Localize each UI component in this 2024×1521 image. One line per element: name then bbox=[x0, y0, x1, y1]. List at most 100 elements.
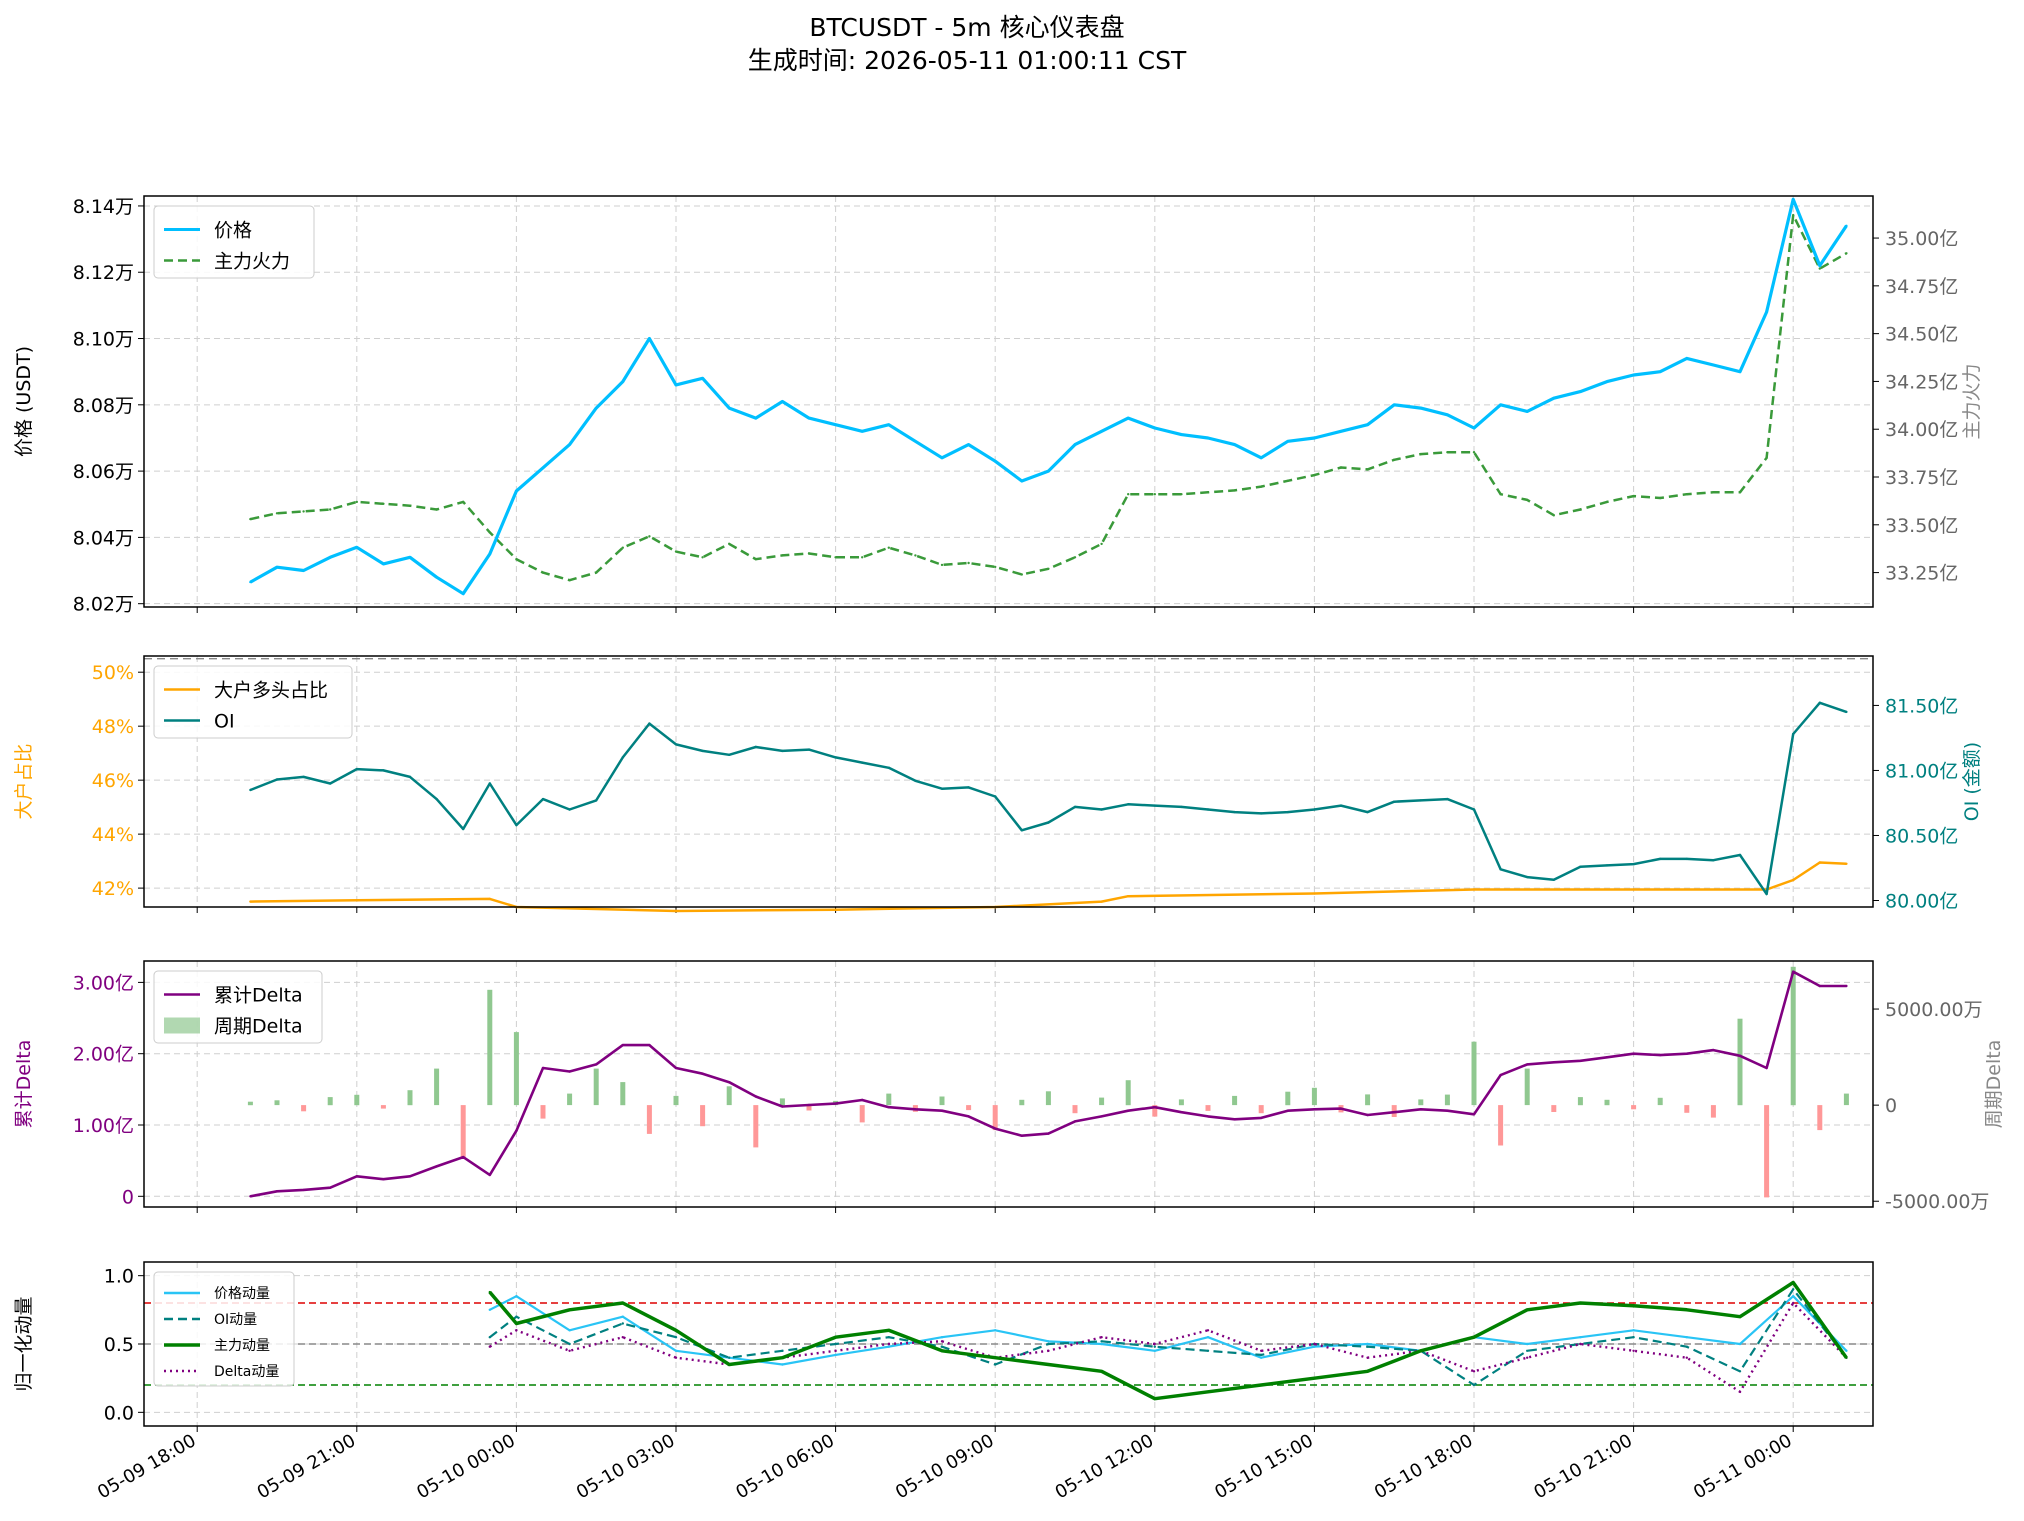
cumulative-delta-line-point bbox=[1020, 1134, 1023, 1137]
price-momentum-line-point bbox=[1632, 1329, 1635, 1332]
price-line-point bbox=[834, 423, 837, 426]
delta-momentum-line-point bbox=[940, 1340, 944, 1343]
cumulative-delta-line-point bbox=[1393, 1111, 1396, 1114]
price-line-point bbox=[1605, 380, 1609, 383]
left-tick-label: 8.04万 bbox=[73, 527, 134, 549]
main-force-line-point bbox=[1526, 498, 1529, 502]
oi-line-point bbox=[1339, 804, 1343, 807]
oi-line-point bbox=[648, 722, 651, 725]
price-line-point bbox=[408, 556, 412, 559]
cumulative-delta-line-point bbox=[488, 1173, 491, 1177]
period-delta-bar bbox=[274, 1100, 280, 1106]
period-delta-bar bbox=[407, 1090, 413, 1106]
right-tick-label: 34.50亿 bbox=[1885, 324, 1958, 346]
oi-line-point bbox=[861, 761, 864, 764]
main-force-momentum-line-point bbox=[1845, 1356, 1848, 1359]
period-delta-bar bbox=[886, 1093, 892, 1106]
oi-line-point bbox=[1153, 804, 1157, 807]
price-momentum-line-point bbox=[1738, 1342, 1742, 1346]
oi-line-point bbox=[754, 745, 757, 749]
delta-momentum-line-point bbox=[1472, 1370, 1476, 1373]
oi-line-point bbox=[249, 788, 252, 792]
left-tick-label: 44% bbox=[92, 824, 134, 846]
main-force-line-point bbox=[249, 517, 252, 521]
main-force-momentum-line-point bbox=[1260, 1383, 1263, 1387]
plot-frame bbox=[143, 960, 1874, 1208]
left-tick-label: 42% bbox=[92, 878, 134, 900]
price-momentum-line-point bbox=[940, 1336, 944, 1339]
oi-line-point bbox=[382, 769, 385, 772]
main-force-line-point bbox=[781, 554, 784, 557]
oi-line-point bbox=[1419, 799, 1423, 802]
right-tick-label: 33.25亿 bbox=[1885, 563, 1958, 585]
right-axis-label: 主力火力 bbox=[1961, 363, 1983, 439]
main-force-line-point bbox=[382, 502, 385, 505]
oi-line-point bbox=[807, 748, 811, 751]
main-force-line-point bbox=[834, 556, 837, 559]
price-line-point bbox=[1685, 357, 1689, 360]
main-force-momentum-line-point bbox=[1792, 1281, 1795, 1284]
period-delta-bar bbox=[1524, 1068, 1530, 1106]
oi-line-point bbox=[1366, 810, 1369, 814]
big-account-ratio-line-point bbox=[1632, 888, 1635, 891]
left-tick-label: 8.06万 bbox=[73, 461, 134, 483]
main-force-line-point bbox=[940, 563, 944, 567]
cumulative-delta-line-point bbox=[541, 1066, 545, 1070]
cumulative-delta-line-point bbox=[1047, 1132, 1050, 1135]
period-delta-bar bbox=[1498, 1105, 1504, 1146]
left-tick-label: 2.00亿 bbox=[73, 1044, 134, 1066]
oi-momentum-line-point bbox=[568, 1342, 571, 1346]
left-tick-label: 1.00亿 bbox=[73, 1115, 134, 1137]
main-force-line-point bbox=[435, 508, 438, 511]
price-momentum-line-point bbox=[515, 1295, 518, 1298]
oi-line-point bbox=[834, 756, 837, 759]
main-force-line-point bbox=[967, 561, 970, 565]
big-account-ratio-line-point bbox=[249, 900, 252, 903]
main-force-momentum-line-point bbox=[1366, 1370, 1369, 1373]
price-line-point bbox=[595, 406, 598, 410]
oi-line-point bbox=[1313, 808, 1316, 811]
cumulative-delta-line-point bbox=[1818, 984, 1822, 988]
left-tick-label: 0 bbox=[122, 1186, 134, 1208]
price-line-point bbox=[1100, 430, 1103, 433]
big-account-ratio-line-point bbox=[355, 899, 358, 902]
oi-momentum-line-point bbox=[674, 1336, 678, 1339]
left-tick-label: 0.0 bbox=[104, 1402, 134, 1424]
main-force-line-point bbox=[595, 571, 598, 574]
cumulative-delta-line-point bbox=[1526, 1063, 1529, 1066]
price-line-point bbox=[1313, 436, 1316, 440]
price-line-point bbox=[1818, 264, 1822, 267]
price-line-point bbox=[1659, 370, 1662, 373]
oi-momentum-line-point bbox=[1526, 1349, 1529, 1353]
period-delta-bar bbox=[700, 1105, 706, 1127]
main-force-momentum-line-point bbox=[994, 1356, 997, 1359]
period-delta-bar bbox=[1258, 1105, 1264, 1114]
price-line-point bbox=[1206, 436, 1210, 440]
right-tick-label: 81.50亿 bbox=[1885, 695, 1958, 717]
main-force-line-point bbox=[1366, 468, 1369, 471]
cumulative-delta-line-point bbox=[249, 1195, 252, 1198]
oi-line-point bbox=[329, 782, 332, 785]
legend-label: 价格动量 bbox=[214, 1286, 270, 1302]
oi-line-point bbox=[1260, 812, 1263, 815]
period-delta-bar bbox=[1843, 1093, 1849, 1106]
cumulative-delta-line-point bbox=[1765, 1066, 1768, 1070]
right-tick-label: 0 bbox=[1885, 1095, 1897, 1117]
delta-momentum-line-point bbox=[1738, 1390, 1742, 1394]
cumulative-delta-line-point bbox=[1632, 1052, 1635, 1055]
right-axis-label: OI (金额) bbox=[1961, 742, 1983, 821]
period-delta-bar bbox=[620, 1082, 626, 1106]
cumulative-delta-line-point bbox=[1685, 1052, 1689, 1055]
right-tick-label: 5000.00万 bbox=[1885, 999, 1983, 1021]
plot-frame bbox=[143, 655, 1874, 908]
cumulative-delta-line-point bbox=[861, 1098, 864, 1102]
price-line-point bbox=[541, 466, 545, 469]
cumulative-delta-line-point bbox=[515, 1129, 518, 1132]
price-line-point bbox=[382, 562, 385, 566]
left-tick-label: 8.14万 bbox=[73, 196, 134, 218]
delta-momentum-line-point bbox=[1153, 1342, 1157, 1346]
price-line-point bbox=[1286, 440, 1290, 443]
main-force-momentum-line-point bbox=[728, 1363, 731, 1366]
cumulative-delta-line-point bbox=[834, 1102, 837, 1105]
left-tick-label: 0.5 bbox=[104, 1334, 134, 1356]
